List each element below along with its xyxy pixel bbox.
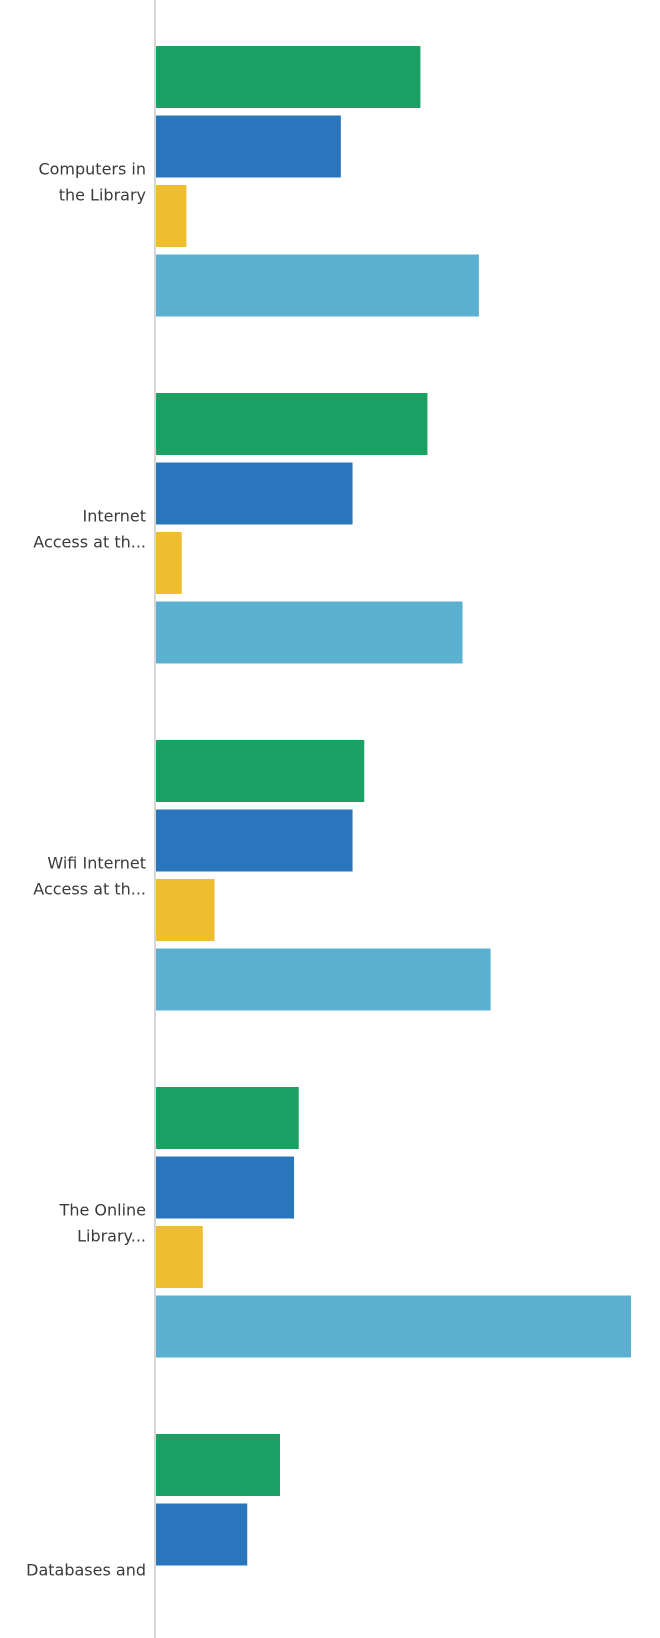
bar-group5-series2 xyxy=(156,1503,248,1566)
bar-group3-series1 xyxy=(156,740,365,802)
category-label: Databases and xyxy=(26,1560,146,1579)
bar-group3-series4 xyxy=(156,948,491,1011)
bar-group4-series3 xyxy=(156,1226,203,1288)
category-label: Internet Access at th... xyxy=(33,506,146,551)
bar-group2-series1 xyxy=(156,393,428,455)
bar-group5-series1 xyxy=(156,1434,281,1496)
category-label: The Online Library... xyxy=(59,1200,146,1245)
bar-group1-series2 xyxy=(156,115,341,178)
bar-group2-series2 xyxy=(156,462,353,525)
bar-group4-series4 xyxy=(156,1295,631,1358)
bar-group1-series4 xyxy=(156,254,479,317)
bar-group3-series2 xyxy=(156,809,353,872)
bar-group1-series1 xyxy=(156,46,421,108)
bar-group3-series3 xyxy=(156,879,215,941)
bar-group1-series3 xyxy=(156,185,187,247)
bar-group2-series4 xyxy=(156,601,463,664)
bar-group4-series2 xyxy=(156,1156,295,1219)
bar-group4-series1 xyxy=(156,1087,299,1149)
category-label: Wifi Internet Access at th... xyxy=(33,853,146,898)
category-label: Computers in the Library xyxy=(38,159,146,204)
bar-group2-series3 xyxy=(156,532,182,594)
